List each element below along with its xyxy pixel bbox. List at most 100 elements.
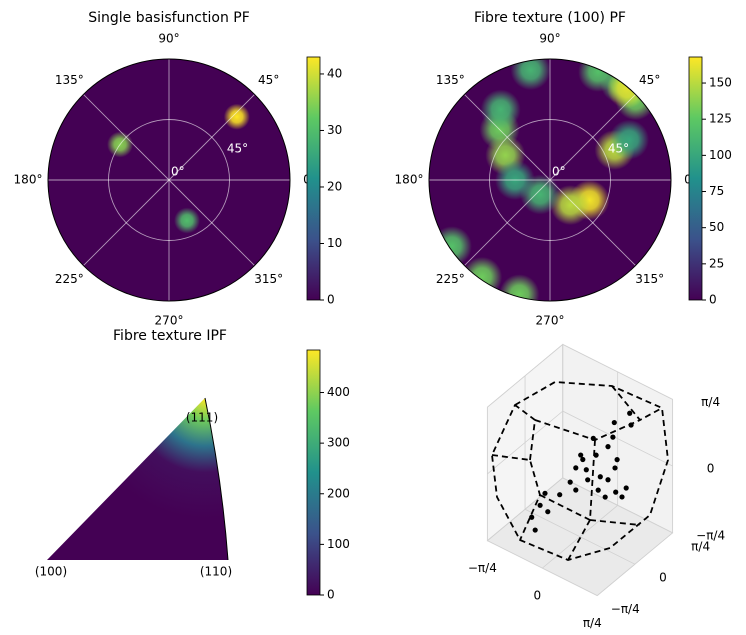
grid-line — [487, 540, 598, 596]
z-tick-label: −π/4 — [696, 528, 725, 542]
point — [578, 452, 584, 458]
subplot-title: Fibre texture (100) PF — [474, 10, 626, 26]
point — [612, 465, 618, 471]
angle-tick-label: 315° — [254, 272, 283, 286]
point — [619, 494, 625, 500]
corner-label: (110) — [200, 565, 232, 579]
spot — [609, 119, 650, 160]
point — [611, 419, 617, 426]
point — [597, 474, 603, 480]
radial-tick-label: 0° — [552, 165, 566, 179]
radial-grid-line — [489, 119, 611, 241]
colorbar — [688, 56, 703, 301]
z-tick-label: π/4 — [701, 395, 720, 409]
corner-label: (111) — [186, 411, 218, 425]
colorbar-tick-label: 10 — [327, 236, 342, 250]
point — [614, 457, 620, 463]
angle-tick-label: 135° — [436, 73, 465, 87]
colorbar-tick-label: 20 — [327, 179, 342, 193]
colorbar — [306, 349, 321, 596]
spot — [223, 103, 250, 130]
grid-line — [487, 410, 563, 475]
point — [627, 410, 633, 416]
radial-grid-line — [108, 119, 230, 241]
ipf-edge — [204, 397, 229, 561]
colorbar-tick-label: 40 — [327, 66, 342, 80]
spot — [462, 256, 503, 297]
colorbar — [306, 56, 321, 301]
point — [573, 465, 579, 471]
angle-tick-label: 45° — [639, 73, 660, 87]
point — [583, 467, 589, 473]
polar-frame — [428, 58, 672, 302]
colorbar-tick-label: 100 — [327, 537, 350, 551]
angle-tick-label: 90° — [539, 32, 560, 46]
spot — [510, 59, 551, 91]
point — [605, 444, 611, 450]
angle-tick-label: 270° — [155, 314, 184, 328]
spot — [174, 207, 201, 234]
radial-tick-label: 45° — [608, 141, 629, 155]
colorbar-tick-label: 0 — [327, 588, 335, 602]
point — [623, 485, 629, 491]
point — [542, 490, 548, 496]
point — [628, 422, 634, 428]
corner-label: (100) — [35, 565, 67, 579]
angle-tick-label: 180° — [14, 173, 43, 187]
angle-tick-label: 180° — [395, 173, 424, 187]
point — [605, 477, 611, 483]
point — [557, 492, 563, 498]
colorbar-tick-label: 30 — [327, 123, 342, 137]
x-tick-label: 0 — [533, 589, 541, 603]
point — [590, 435, 596, 441]
point — [532, 527, 538, 533]
point — [593, 452, 599, 458]
ipf-triangle — [47, 398, 228, 560]
y-tick-label: 0 — [659, 571, 667, 585]
point — [545, 509, 551, 515]
point — [529, 514, 535, 520]
point — [610, 434, 616, 440]
colorbar-tick-label: 150 — [709, 76, 732, 90]
spot — [480, 89, 521, 130]
colorbar-tick-label: 400 — [327, 385, 350, 399]
colorbar-tick-label: 25 — [709, 256, 724, 270]
colorbar-tick-label: 50 — [709, 220, 724, 234]
point — [613, 489, 619, 495]
y-tick-label: π/4 — [691, 539, 710, 553]
grid-line — [562, 344, 673, 400]
colorbar-tick-label: 0 — [327, 293, 335, 307]
point — [537, 502, 543, 508]
point — [585, 477, 591, 483]
x-tick-label: −π/4 — [468, 561, 497, 575]
angle-tick-label: 225° — [436, 272, 465, 286]
angle-tick-label: 135° — [55, 73, 84, 87]
spot — [499, 274, 540, 301]
grid-line — [562, 477, 673, 534]
colorbar-tick-label: 300 — [327, 436, 350, 450]
spot — [431, 226, 472, 267]
colorbar-tick-label: 200 — [327, 486, 350, 500]
angle-tick-label: 90° — [158, 32, 179, 46]
point — [573, 487, 579, 493]
grid-line — [524, 508, 636, 565]
point — [595, 487, 601, 493]
angle-tick-label: 45° — [258, 73, 279, 87]
polar-frame — [47, 58, 291, 302]
point — [602, 494, 608, 500]
colorbar-tick-label: 75 — [709, 184, 724, 198]
colorbar-tick-label: 125 — [709, 112, 732, 126]
z-tick-label: 0 — [707, 462, 715, 476]
colorbar-tick-label: 100 — [709, 148, 732, 162]
colorbar-tick-label: 0 — [709, 293, 717, 307]
grid-line — [487, 477, 563, 541]
grid-line — [487, 344, 563, 408]
angle-tick-label: 315° — [635, 272, 664, 286]
spot — [550, 185, 591, 226]
x-tick-label: π/4 — [583, 616, 602, 630]
subplot-title: Fibre texture IPF — [113, 328, 227, 344]
grid-line — [562, 410, 673, 467]
angle-tick-label: 270° — [536, 314, 565, 328]
point — [580, 456, 586, 463]
